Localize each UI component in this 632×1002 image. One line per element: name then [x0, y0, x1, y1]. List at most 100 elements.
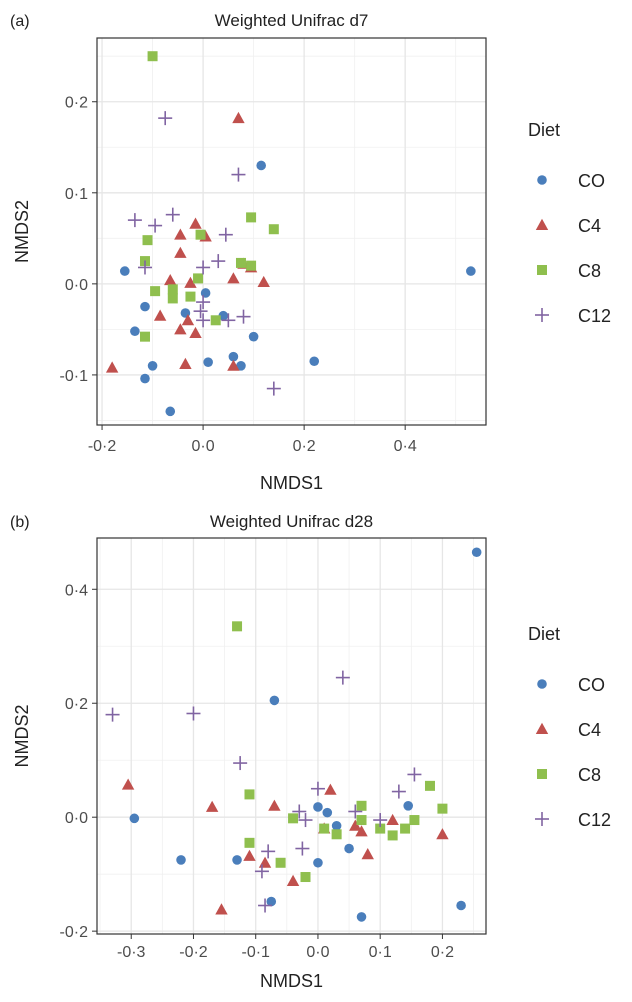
data-point-c12: [211, 254, 226, 269]
data-point-c4: [174, 246, 187, 258]
data-point-co: [165, 406, 176, 417]
data-point-c8: [246, 212, 257, 223]
data-point-co: [322, 807, 333, 818]
data-point-co: [232, 855, 242, 865]
y-tick-label: 0·0: [65, 810, 88, 827]
y-tick-label: -0·2: [60, 924, 89, 941]
data-point-co: [471, 547, 482, 558]
x-tick-label: -0·3: [117, 944, 146, 961]
data-point-c4: [105, 361, 119, 373]
legend-label-c4: C4: [578, 720, 601, 740]
x-tick-label: -0·1: [241, 944, 270, 961]
data-point-c4: [286, 874, 300, 886]
data-point-co: [236, 361, 246, 371]
data-point-c8: [356, 815, 367, 826]
data-point-co: [140, 373, 150, 384]
data-point-c8: [387, 830, 398, 841]
data-point-co: [129, 813, 140, 824]
x-tick-label: 0·0: [306, 944, 329, 961]
data-point-c8: [275, 857, 286, 868]
legend-key-c4: [535, 722, 549, 734]
chart-title: Weighted Unifrac d28: [210, 512, 373, 531]
x-tick-label: 0·1: [369, 944, 392, 961]
data-point-c8: [150, 286, 161, 297]
data-point-c12: [266, 381, 281, 396]
data-point-c12: [137, 260, 152, 275]
data-point-co: [466, 266, 476, 276]
data-point-c12: [165, 207, 180, 222]
data-point-c4: [355, 825, 368, 837]
data-point-c12: [196, 260, 211, 275]
data-point-co: [130, 326, 140, 337]
legend-label-c12: C12: [578, 810, 611, 830]
plot-area: [97, 38, 486, 425]
data-point-c8: [319, 823, 330, 834]
data-point-c8: [193, 273, 204, 284]
data-point-c4: [257, 275, 270, 287]
data-point-c12: [335, 670, 350, 685]
data-point-c12: [127, 213, 142, 228]
data-point-co: [356, 912, 367, 922]
data-point-c12: [254, 864, 269, 879]
data-point-c12: [373, 813, 388, 828]
panel-label: (b): [10, 514, 30, 531]
data-point-c8: [147, 51, 158, 62]
data-point-c8: [331, 829, 342, 840]
x-tick-label: 0·0: [192, 438, 215, 455]
data-point-c8: [268, 224, 279, 235]
data-point-c4: [243, 849, 256, 861]
data-point-c4: [184, 276, 197, 288]
data-point-c4: [164, 274, 177, 286]
y-tick-label: 0·2: [65, 696, 88, 713]
data-point-co: [313, 857, 323, 868]
data-point-c12: [258, 898, 273, 913]
plot-border: [96, 537, 487, 935]
data-point-c4: [121, 778, 135, 790]
data-point-c4: [361, 848, 374, 860]
data-point-c8: [424, 780, 435, 791]
legend-title: Diet: [528, 120, 560, 140]
data-point-c4: [174, 323, 187, 335]
x-tick-label: -0·2: [88, 438, 117, 455]
data-point-c12: [298, 813, 313, 828]
data-point-c12: [407, 767, 422, 782]
data-point-c4: [205, 800, 219, 812]
panel-label: (a): [10, 13, 30, 30]
legend-label-co: CO: [578, 171, 605, 191]
legend-key-co: [537, 679, 547, 689]
data-point-co: [309, 356, 320, 367]
data-point-c4: [227, 272, 240, 284]
data-point-c8: [195, 229, 206, 240]
x-axis-label: NMDS1: [260, 473, 323, 493]
x-tick-label: 0·2: [293, 438, 316, 455]
legend-key-c4: [535, 218, 549, 230]
data-point-co: [228, 351, 239, 362]
data-point-co: [119, 266, 130, 276]
data-point-c12: [193, 304, 208, 319]
y-tick-label: 0·0: [65, 277, 88, 294]
data-point-c8: [288, 813, 299, 824]
data-point-c12: [218, 227, 233, 242]
data-point-c12: [196, 295, 211, 310]
data-point-c4: [436, 828, 449, 840]
x-axis-label: NMDS1: [260, 971, 323, 991]
data-point-c8: [375, 823, 386, 834]
data-point-c4: [227, 359, 240, 371]
data-point-c12: [236, 309, 251, 324]
legend: Diet CO C4 C8 C12: [528, 624, 611, 830]
legend-label-c12: C12: [578, 306, 611, 326]
data-point-c4: [174, 228, 187, 240]
data-point-co: [248, 331, 259, 342]
legend-key-c8: [537, 265, 547, 275]
data-point-c8: [437, 803, 448, 814]
data-point-c12: [231, 167, 246, 182]
data-point-c12: [348, 804, 363, 819]
x-tick-label: 0·4: [394, 438, 417, 455]
data-point-c12: [310, 781, 325, 796]
data-point-co: [200, 288, 211, 298]
data-point-c12: [105, 707, 120, 722]
legend-label-c4: C4: [578, 216, 601, 236]
legend-key-co: [537, 175, 547, 185]
